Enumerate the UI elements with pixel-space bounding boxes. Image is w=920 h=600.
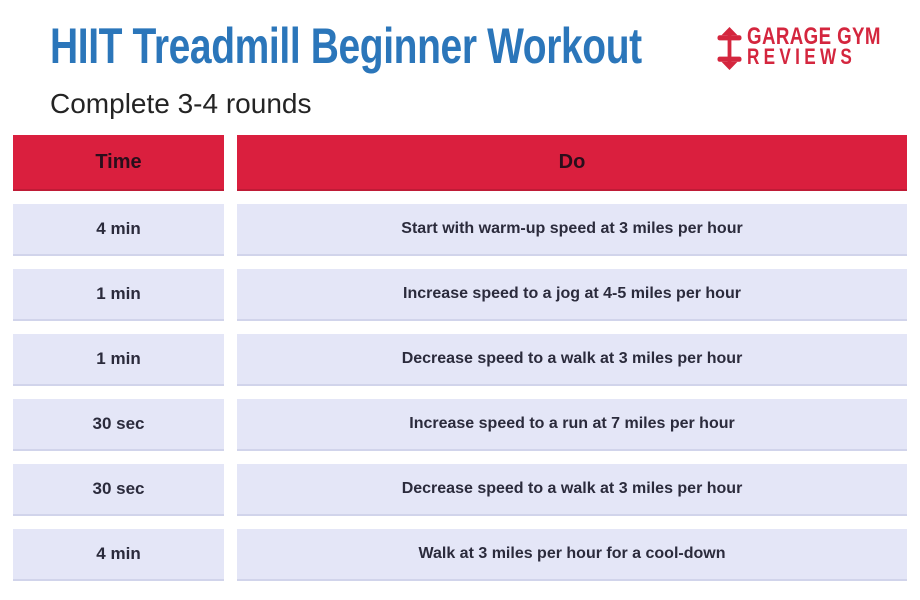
do-cell: Decrease speed to a walk at 3 miles per … xyxy=(237,334,907,386)
subtitle: Complete 3-4 rounds xyxy=(50,88,312,119)
do-cell: Start with warm-up speed at 3 miles per … xyxy=(237,204,907,256)
brand-logo: GARAGE GYM REVIEWS xyxy=(716,23,919,70)
time-cell: 4 min xyxy=(13,529,224,581)
logo-line2: REVIEWS xyxy=(747,44,857,69)
time-cell: 1 min xyxy=(13,334,224,386)
brand-logo-text: GARAGE GYM REVIEWS xyxy=(747,23,881,69)
workout-table: Time Do 4 min Start with warm-up speed at… xyxy=(13,135,907,581)
dumbbell-up-down-arrow-icon xyxy=(717,27,742,70)
time-cell: 30 sec xyxy=(13,464,224,516)
do-cell: Walk at 3 miles per hour for a cool-down xyxy=(237,529,907,581)
column-header-time: Time xyxy=(13,135,224,191)
page-title: HIIT Treadmill Beginner Workout xyxy=(50,18,642,74)
time-cell: 30 sec xyxy=(13,399,224,451)
do-cell: Increase speed to a jog at 4-5 miles per… xyxy=(237,269,907,321)
logo-line1: GARAGE GYM xyxy=(747,23,881,50)
do-cell: Decrease speed to a walk at 3 miles per … xyxy=(237,464,907,516)
column-header-do: Do xyxy=(237,135,907,191)
time-cell: 1 min xyxy=(13,269,224,321)
do-cell: Increase speed to a run at 7 miles per h… xyxy=(237,399,907,451)
time-cell: 4 min xyxy=(13,204,224,256)
